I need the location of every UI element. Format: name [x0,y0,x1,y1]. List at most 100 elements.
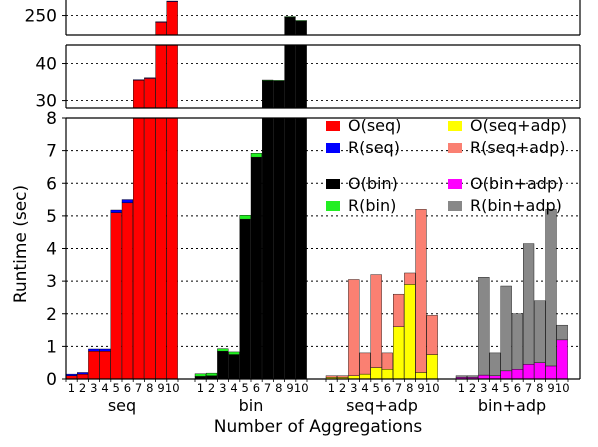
bar-O(bin) [217,351,229,380]
y-tick-label: 8 [46,109,57,129]
x-category-label: 1 [458,381,465,395]
legend-label: O(bin+adp) [470,174,563,193]
legend-entry: O(seq) [326,116,401,135]
bar-O(seq) [144,117,156,380]
x-category-label: 8 [536,381,543,395]
y-tick-label: 2 [46,305,57,325]
x-category-label: 3 [90,381,97,395]
y-tick-label: 0 [46,370,57,390]
legend-swatch [448,143,462,153]
legend-entry: O(bin+adp) [448,174,563,193]
x-category-label: 10 [165,381,180,395]
x-category-labels: 1 2 3 4 5 6 7 8 9 10 1 2 3 4 5 6 7 8 9 10 1 2 3 4 5 6 7 8 9 10 1 2 3 4 5 6 7… [68,381,570,395]
bar-O(bin) [284,16,296,36]
bar-O(seq) [88,351,100,380]
bar-R(bin) [205,372,218,376]
bar-R(seq+adp) [325,375,338,378]
bar-O(seq+adp) [404,284,416,380]
bar-O(bin+adp) [523,364,535,380]
legend-entry: R(bin) [326,196,396,215]
bar-R(bin+adp) [523,243,535,365]
bar-R(bin) [239,215,251,220]
legend-entry: O(bin) [326,174,398,193]
bar-O(seq) [155,21,167,36]
bar-O(seq) [155,117,167,380]
x-category-label: 1 [68,381,75,395]
bar-O(bin) [262,117,274,380]
x-category-label: 2 [79,381,86,395]
x-category-label: 5 [373,381,380,395]
bar-R(bin+adp) [489,352,501,376]
bar-O(bin) [250,156,263,380]
bar-R(bin+adp) [467,375,479,378]
bar-O(seq) [99,351,111,380]
bar-R(seq) [110,209,122,213]
bar-R(bin+adp) [534,300,546,363]
bar-R(seq+adp) [426,315,438,355]
x-category-label: 4 [491,381,498,395]
y-tick-labels: 0 1 2 3 4 5 6 7 830 40 250 [25,7,66,390]
bar-O(seq) [132,80,145,109]
bar-R(seq) [144,77,156,79]
legend-label: R(seq+adp) [470,138,565,157]
legend-entry: R(seq) [326,138,400,157]
x-category-label: 8 [275,381,282,395]
legend-label: O(bin) [348,174,398,193]
legend: O(seq) O(seq+adp) R(seq) R(seq+adp) O(bin) O(… [326,116,567,215]
bars-layer [65,0,568,380]
bar-R(seq) [65,373,78,376]
bar-R(seq+adp) [415,209,427,373]
bar-O(seq) [166,44,178,109]
x-category-label: 10 [294,381,309,395]
x-category-label: 9 [157,381,164,395]
bar-O(seq+adp) [393,326,405,380]
bar-R(seq+adp) [348,279,360,376]
bar-R(bin) [250,153,263,158]
bar-R(bin+adp) [500,285,512,372]
bar-R(seq) [121,199,134,204]
x-category-label: 6 [124,381,131,395]
bar-O(bin) [284,117,296,380]
y-tick-label: 250 [25,7,57,27]
x-category-label: 10 [555,381,570,395]
bar-R(bin) [262,79,274,81]
group-label: seq+adp [346,396,418,415]
x-category-label: 9 [286,381,293,395]
legend-entry: O(seq+adp) [448,116,567,135]
bar-O(seq+adp) [415,372,427,380]
x-category-label: 10 [425,381,440,395]
legend-entry: R(seq+adp) [448,138,565,157]
bar-O(seq+adp) [370,367,382,380]
y-tick-label: 7 [46,142,57,162]
x-category-label: 6 [384,381,391,395]
y-tick-label: 3 [46,272,57,292]
bar-O(bin) [295,44,307,109]
y-tick-label: 1 [46,337,57,357]
x-category-label: 3 [219,381,226,395]
x-category-label: 7 [264,381,271,395]
bar-O(bin+adp) [511,369,524,380]
frame-layer [65,0,581,382]
legend-swatch [326,179,340,189]
bar-O(seq) [110,212,122,380]
legend-swatch [326,121,340,131]
x-category-label: 7 [395,381,402,395]
x-category-label: 8 [146,381,153,395]
legend-label: R(bin+adp) [470,196,562,215]
x-category-label: 3 [480,381,487,395]
bar-O(seq+adp) [426,354,438,380]
x-category-label: 2 [469,381,476,395]
bar-O(bin) [228,354,240,380]
x-category-label: 4 [361,381,368,395]
bar-O(seq) [121,202,134,380]
bar-R(bin+adp) [455,375,468,378]
legend-label: R(bin) [348,196,396,215]
bar-O(bin) [284,44,296,109]
x-category-label: 7 [135,381,142,395]
bar-O(seq) [155,44,167,109]
bar-O(bin) [295,117,307,380]
x-category-label: 5 [242,381,249,395]
legend-label: R(seq) [348,138,400,157]
